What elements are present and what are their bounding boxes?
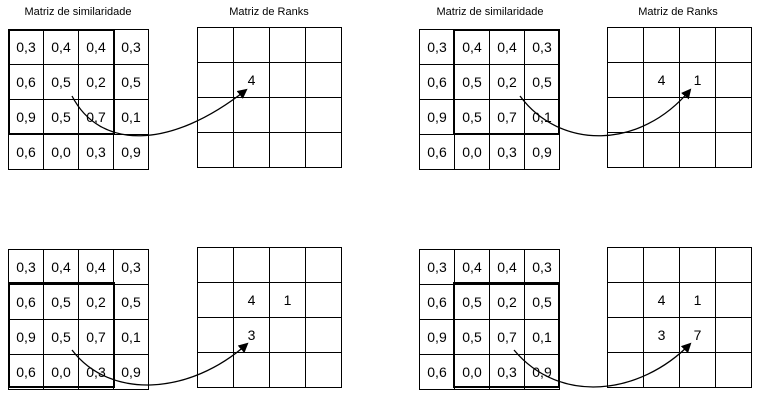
sim-cell: 0,1 bbox=[113, 99, 149, 135]
rank-cell bbox=[305, 352, 342, 388]
panel-1-similarity-title: Matriz de similaridade bbox=[24, 6, 132, 18]
sim-cell: 0,3 bbox=[8, 249, 44, 285]
arrow-4 bbox=[513, 342, 692, 388]
rank-cell: 1 bbox=[269, 282, 306, 318]
sim-cell: 0,9 bbox=[8, 99, 44, 135]
sim-cell: 0,7 bbox=[489, 319, 525, 355]
rank-cell bbox=[197, 132, 234, 168]
rank-cell bbox=[715, 282, 752, 318]
panel-2-ranks-title: Matriz de Ranks bbox=[638, 6, 718, 18]
sim-cell: 0,0 bbox=[454, 354, 490, 390]
arrow-2 bbox=[519, 88, 692, 137]
similarity-matrix-4: 0,3 0,4 0,4 0,3 0,6 0,5 0,2 0,5 0,9 0,5 0,7 0,1 0… bbox=[419, 249, 560, 390]
sim-cell: 0,2 bbox=[489, 64, 525, 100]
rank-cell bbox=[679, 132, 716, 168]
rank-cell bbox=[715, 62, 752, 98]
rank-matrix-1: 4 bbox=[197, 27, 342, 168]
sim-cell: 0,3 bbox=[489, 134, 525, 170]
sim-cell: 0,3 bbox=[78, 354, 114, 390]
rank-cell bbox=[269, 62, 306, 98]
similarity-matrix-2: 0,3 0,4 0,4 0,3 0,6 0,5 0,2 0,5 0,9 0,5 0,7 0,1 0… bbox=[419, 29, 560, 170]
rank-cell bbox=[197, 62, 234, 98]
sim-cell: 0,0 bbox=[43, 134, 79, 170]
rank-cell bbox=[715, 352, 752, 388]
sim-cell: 0,9 bbox=[524, 134, 560, 170]
rank-cell bbox=[305, 27, 342, 63]
sim-cell: 0,4 bbox=[78, 249, 114, 285]
sim-cell: 0,3 bbox=[113, 29, 149, 65]
rank-cell bbox=[305, 132, 342, 168]
sim-cell: 0,0 bbox=[43, 354, 79, 390]
sim-cell: 0,4 bbox=[78, 29, 114, 65]
rank-cell bbox=[643, 132, 680, 168]
sim-cell: 0,6 bbox=[8, 64, 44, 100]
rank-cell bbox=[715, 27, 752, 63]
rank-cell bbox=[643, 247, 680, 283]
rank-cell bbox=[269, 132, 306, 168]
sim-cell: 0,9 bbox=[113, 134, 149, 170]
sim-cell: 0,5 bbox=[43, 284, 79, 320]
sim-cell: 0,6 bbox=[8, 354, 44, 390]
sim-cell: 0,5 bbox=[43, 64, 79, 100]
arrow-1 bbox=[71, 88, 248, 137]
sim-cell: 0,1 bbox=[113, 319, 149, 355]
rank-cell: 4 bbox=[643, 282, 680, 318]
sim-cell: 0,3 bbox=[78, 134, 114, 170]
rank-cell bbox=[305, 282, 342, 318]
sim-cell: 0,7 bbox=[78, 99, 114, 135]
sim-cell: 0,2 bbox=[78, 284, 114, 320]
rank-cell bbox=[197, 282, 234, 318]
sim-cell: 0,4 bbox=[43, 249, 79, 285]
similarity-matrix-3: 0,3 0,4 0,4 0,3 0,6 0,5 0,2 0,5 0,9 0,5 0,7 0,1 0… bbox=[8, 249, 149, 390]
sim-cell: 0,1 bbox=[524, 99, 560, 135]
rank-cell bbox=[607, 27, 644, 63]
sim-cell: 0,4 bbox=[454, 29, 490, 65]
rank-cell bbox=[715, 132, 752, 168]
rank-cell bbox=[305, 317, 342, 353]
sim-cell: 0,2 bbox=[78, 64, 114, 100]
arrow-3 bbox=[71, 342, 249, 386]
sim-cell: 0,3 bbox=[113, 249, 149, 285]
sim-cell: 0,5 bbox=[524, 64, 560, 100]
panel-1-ranks-title: Matriz de Ranks bbox=[229, 6, 309, 18]
panel-2-similarity-title: Matriz de similaridade bbox=[436, 6, 544, 18]
rank-cell bbox=[607, 132, 644, 168]
rank-cell bbox=[715, 97, 752, 133]
sim-cell: 0,5 bbox=[43, 319, 79, 355]
rank-cell bbox=[233, 247, 270, 283]
sim-cell: 0,3 bbox=[8, 29, 44, 65]
similarity-matrix-1: 0,3 0,4 0,4 0,3 0,6 0,5 0,2 0,5 0,9 0,5 0,7 0,1 0… bbox=[8, 29, 149, 170]
sim-cell: 0,6 bbox=[419, 64, 455, 100]
rank-cell bbox=[233, 132, 270, 168]
sim-cell: 0,4 bbox=[489, 249, 525, 285]
sim-cell: 0,6 bbox=[8, 134, 44, 170]
rank-cell bbox=[305, 62, 342, 98]
rank-cell bbox=[643, 27, 680, 63]
sim-cell: 0,2 bbox=[489, 284, 525, 320]
